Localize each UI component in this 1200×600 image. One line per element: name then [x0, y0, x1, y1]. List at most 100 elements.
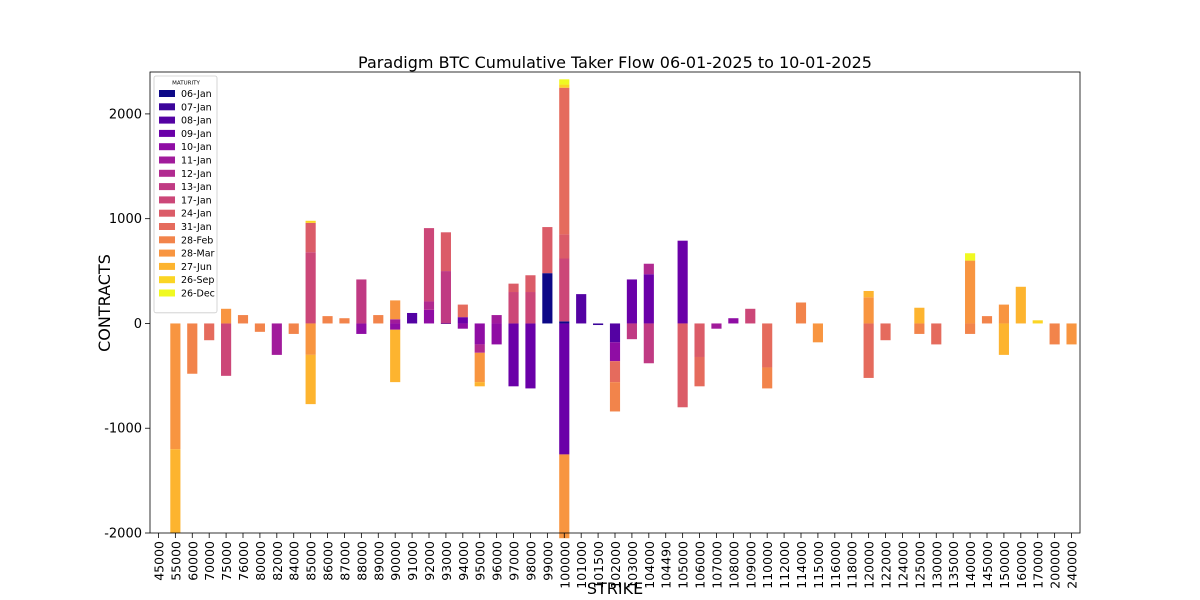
y-axis-label: CONTRACTS [95, 254, 114, 352]
x-tick-label: 75000 [219, 541, 234, 581]
x-tick-label: 124000 [895, 541, 910, 589]
bar-segment-28-feb-87000 [339, 318, 350, 324]
x-tick-label: 89000 [371, 541, 386, 581]
bar-segment-28-feb-89000 [373, 315, 384, 324]
bar-segment-28-mar-150000 [998, 304, 1009, 324]
bar-segment-24-jan-106000 [694, 323, 705, 357]
legend-swatch-26-dec [159, 289, 175, 297]
bar-segment-09-jan-98000 [525, 323, 536, 389]
bar-segment-12-jan-92000 [423, 301, 435, 310]
bar-segment-24-jan-100000 [559, 234, 570, 259]
x-tick-label: 85000 [304, 541, 319, 581]
bar-segment-28-mar-140000 [965, 260, 976, 324]
bar-segment-10-jan-102000 [609, 342, 621, 362]
bar-segment-08-jan-101000 [576, 294, 587, 324]
x-tick-label: 115000 [811, 541, 826, 589]
y-tick-label: 2000 [109, 107, 142, 122]
x-tick-label: 104000 [642, 541, 657, 589]
bar-segment-28-feb-125000 [914, 323, 925, 334]
bar-segment-27-jun-55000 [170, 449, 181, 533]
bar-segment-10-jan-90000 [390, 323, 401, 330]
bar-segment-07-jan-93000 [440, 323, 451, 324]
x-tick-label: 96000 [490, 541, 505, 581]
bar-segment-28-mar-240000 [1066, 323, 1077, 345]
bar-segment-06-jan-100000 [559, 321, 570, 324]
bar-segment-10-jan-108000 [728, 318, 739, 324]
x-tick-label: 125000 [912, 541, 927, 589]
x-tick-label: 45000 [151, 541, 166, 581]
bar-segment-09-jan-97000 [508, 323, 519, 387]
y-tick-label: 0 [134, 317, 142, 332]
bar-segment-28-feb-86000 [322, 316, 333, 324]
y-tick-label: 1000 [109, 212, 142, 227]
bar-segment-17-jan-98000 [525, 292, 536, 324]
legend-swatch-11-jan [159, 156, 175, 164]
legend-label-26-dec: 26-Dec [181, 289, 215, 300]
bar-segment-11-jan-90000 [390, 319, 401, 324]
x-tick-label: 80000 [253, 541, 268, 581]
bar-segment-28-feb-80000 [254, 323, 265, 332]
x-tick-label: 114000 [794, 541, 809, 589]
legend-label-07-jan: 07-Jan [181, 102, 212, 113]
legend-label-10-jan: 10-Jan [181, 142, 212, 153]
bar-segment-26-dec-100000 [559, 79, 570, 85]
x-tick-label: 76000 [236, 541, 251, 581]
legend-label-31-jan: 31-Jan [181, 222, 212, 233]
bar-segment-27-jun-85000 [305, 354, 316, 405]
legend-label-26-sep: 26-Sep [181, 275, 214, 286]
bar-segment-17-jan-97000 [508, 292, 519, 324]
bar-segment-28-mar-90000 [390, 300, 401, 320]
bar-segment-27-jun-125000 [914, 307, 925, 324]
bar-segment-11-jan-82000 [271, 323, 282, 355]
legend-swatch-31-jan [159, 223, 175, 230]
x-tick-label: 82000 [270, 541, 285, 581]
legend-swatch-28-mar [159, 249, 175, 257]
bar-segment-11-jan-96000 [491, 315, 502, 324]
x-tick-label: 86000 [321, 541, 336, 581]
x-tick-label: 84000 [287, 541, 302, 581]
bar-segment-13-jan-88000 [356, 279, 367, 324]
bar-segment-31-jan-122000 [880, 323, 891, 341]
bar-segment-17-jan-75000 [221, 323, 232, 376]
bar-segment-24-jan-93000 [440, 232, 451, 272]
x-tick-label: 109000 [743, 541, 758, 589]
bar-segment-31-jan-110000 [762, 323, 773, 368]
legend-swatch-12-jan [159, 169, 175, 177]
x-tick-label: 130000 [929, 541, 944, 589]
bar-segment-28-feb-60000 [187, 323, 198, 374]
bar-segment-26-sep-100000 [559, 84, 570, 88]
bar-segment-28-feb-76000 [237, 315, 249, 324]
bar-segment-24-jan-105000 [677, 323, 688, 408]
plot-frame [149, 71, 1081, 534]
x-tick-label: 150000 [997, 541, 1012, 589]
x-tick-label: 240000 [1065, 541, 1080, 589]
bar-segment-27-jun-150000 [998, 323, 1009, 355]
x-tick-label: 95000 [473, 541, 488, 581]
chart-title: Paradigm BTC Cumulative Taker Flow 06-01… [358, 53, 872, 72]
bar-segment-27-jun-95000 [474, 382, 485, 387]
x-tick-label: 170000 [1031, 541, 1046, 589]
x-tick-label: 87000 [337, 541, 352, 581]
bar-segment-10-jan-92000 [423, 309, 435, 324]
bar-segment-28-feb-84000 [288, 323, 299, 334]
legend-label-24-jan: 24-Jan [181, 209, 212, 220]
legend-label-11-jan: 11-Jan [181, 156, 212, 167]
bar-segment-10-jan-88000 [356, 323, 367, 334]
bar-segment-26-sep-85000 [305, 220, 316, 223]
bar-segment-28-mar-95000 [474, 352, 485, 383]
legend-title: MATURITY [172, 81, 200, 87]
bar-segment-28-mar-115000 [812, 323, 823, 343]
bar-segment-17-jan-100000 [559, 258, 570, 322]
x-tick-label: 55000 [168, 541, 183, 581]
legend-swatch-24-jan [159, 209, 175, 217]
bar-segment-28-mar-120000 [863, 297, 874, 324]
bar-segment-09-jan-104000 [643, 274, 654, 324]
x-tick-label: 160000 [1014, 541, 1029, 589]
x-tick-label: 100000 [557, 541, 572, 589]
x-tick-label: 101500 [591, 541, 606, 589]
x-tick-label: 200000 [1048, 541, 1063, 589]
bar-segment-26-sep-170000 [1032, 320, 1043, 324]
bar-segment-27-jun-120000 [863, 290, 874, 298]
legend-label-28-feb: 28-Feb [181, 235, 213, 246]
x-axis-label: STRIKE [587, 579, 643, 598]
